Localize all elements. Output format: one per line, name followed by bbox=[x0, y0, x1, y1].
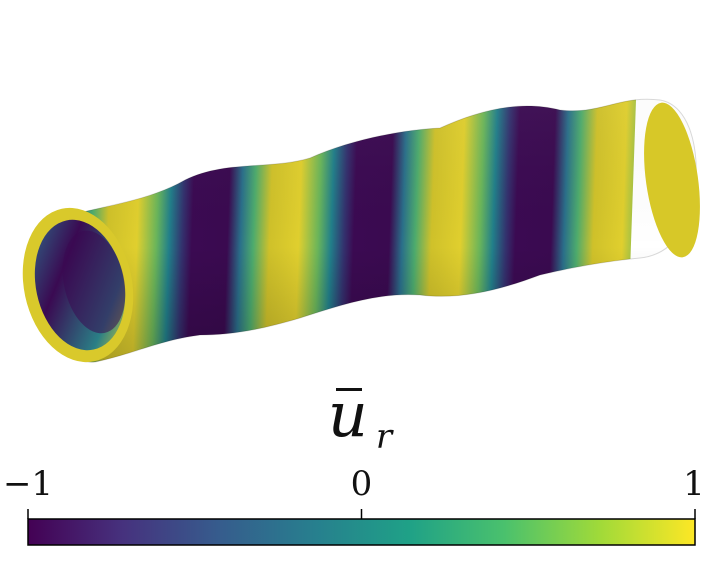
colorbar-tick-label-1: 0 bbox=[350, 464, 373, 504]
tube-right-end bbox=[644, 102, 700, 258]
colorbar-symbol: u bbox=[327, 378, 368, 451]
colorbar-ticks bbox=[27, 509, 696, 519]
colorbar-fill bbox=[27, 518, 696, 546]
tube-open-end bbox=[22, 207, 134, 363]
colorbar-subscript: r bbox=[375, 417, 393, 457]
colorbar-tick-label-0: −1 bbox=[2, 464, 54, 504]
colorbar bbox=[27, 509, 696, 546]
colorbar-tick-label-2: 1 bbox=[683, 464, 705, 504]
tube-outline bbox=[27, 98, 697, 363]
